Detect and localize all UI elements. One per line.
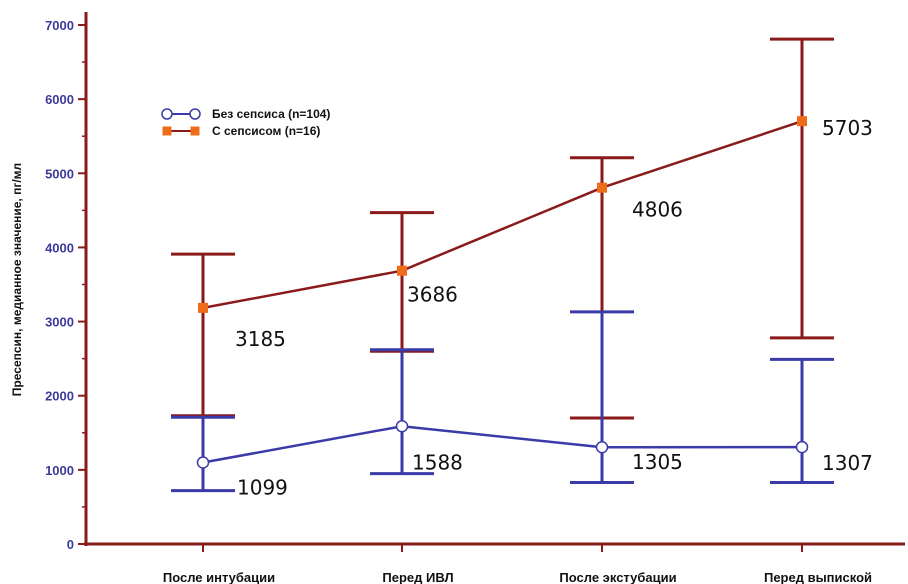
legend: Без сепсиса (n=104) С сепсисом (n=16) (161, 107, 330, 138)
legend-entry: Без сепсиса (n=104) (212, 107, 330, 121)
error-bars (171, 37, 834, 493)
axes: 0 1000 2000 3000 4000 5000 6000 7000 После интуб… (10, 12, 905, 584)
data-point (196, 456, 210, 469)
data-point (397, 265, 407, 276)
data-point (395, 420, 409, 433)
y-tick-label: 4000 (45, 240, 74, 255)
y-tick-label: 6000 (45, 92, 74, 107)
data-point (795, 440, 809, 454)
data-label: 1305 (632, 450, 683, 474)
legend-entry: С сепсисом (n=16) (212, 124, 320, 138)
legend-marker (190, 126, 200, 136)
x-tick-label: После интубации (163, 570, 275, 584)
y-tick-label: 3000 (45, 315, 74, 330)
data-point (597, 182, 607, 193)
data-label: 1588 (412, 450, 463, 474)
legend-marker (162, 126, 172, 136)
x-tick-label: После экстубации (559, 570, 676, 584)
data-label: 3686 (407, 283, 458, 307)
y-tick-label: 5000 (45, 166, 74, 181)
data-label: 1307 (822, 451, 873, 475)
data-point (198, 302, 208, 313)
y-tick-label: 7000 (45, 18, 74, 33)
legend-marker (161, 108, 173, 120)
series-line (202, 424, 803, 464)
data-label: 5703 (822, 116, 873, 140)
data-label: 4806 (632, 198, 683, 222)
y-tick-label: 0 (67, 537, 74, 552)
series-lines (202, 119, 803, 464)
y-tick-label: 2000 (45, 389, 74, 404)
y-tick-label: 1000 (45, 463, 74, 478)
x-tick-label: Перед выпиской (764, 570, 872, 584)
legend-marker (189, 108, 201, 120)
series-line (202, 119, 803, 310)
y-axis-label: Пресепсин, медианное значение, пг/мл (10, 163, 24, 396)
data-label: 3185 (235, 327, 286, 351)
data-point (797, 116, 807, 127)
series-markers (196, 116, 809, 469)
x-tick-label: Перед ИВЛ (382, 570, 453, 584)
data-point (595, 440, 609, 454)
data-label: 1099 (237, 476, 288, 500)
data-labels: 1099 1588 1305 1307 3185 3686 4806 5703 (235, 116, 873, 499)
